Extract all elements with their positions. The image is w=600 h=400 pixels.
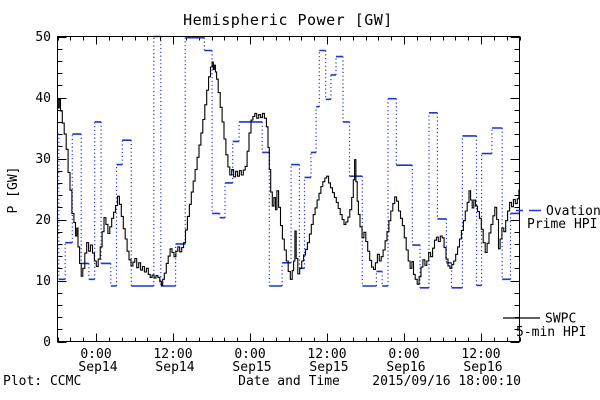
- x-tick-time: 0:00: [80, 347, 111, 362]
- x-axis-label: Date and Time: [238, 374, 340, 389]
- swpc-legend-label-2: 5-min HPI: [516, 325, 586, 340]
- y-axis-label: P [GW]: [6, 167, 21, 214]
- x-tick-time: 12:00: [307, 347, 346, 362]
- y-tick-label: 20: [35, 213, 51, 228]
- y-tick-label: 30: [35, 152, 51, 167]
- legend-swpc: SWPC 5-min HPI: [503, 312, 586, 340]
- swpc-legend-label-1: SWPC: [545, 312, 576, 327]
- ovation-legend-label-2: Prime HPI: [527, 217, 597, 232]
- plot-timestamp: 2015/09/16 18:00:10: [372, 374, 521, 389]
- x-tick-date: Sep16: [386, 360, 425, 375]
- x-tick-date: Sep14: [155, 360, 194, 375]
- x-tick-date: Sep16: [463, 360, 502, 375]
- x-tick-time: 12:00: [153, 347, 192, 362]
- y-tick-label: 10: [35, 274, 51, 289]
- x-tick-date: Sep15: [309, 360, 348, 375]
- plot-credit: Plot: CCMC: [3, 374, 81, 389]
- ovation-series-risers: [58, 36, 512, 288]
- x-tick-time: 12:00: [461, 347, 500, 362]
- x-tick-time: 0:00: [388, 347, 419, 362]
- plot-frame: [57, 36, 520, 342]
- y-tick-label: 40: [35, 91, 51, 106]
- x-tick-date: Sep15: [232, 360, 271, 375]
- chart-title: Hemispheric Power [GW]: [183, 11, 393, 29]
- x-tick-time: 0:00: [234, 347, 265, 362]
- y-tick-labels: 0 10 20 30 40 50: [35, 30, 51, 350]
- x-tick-labels: 0:00Sep1412:00Sep140:00Sep1512:00Sep150:…: [78, 347, 502, 375]
- y-tick-label: 50: [35, 30, 51, 45]
- legend-ovation: Ovation Prime HPI: [516, 204, 600, 232]
- ovation-legend-label-1: Ovation: [546, 204, 600, 219]
- x-tick-date: Sep14: [78, 360, 117, 375]
- y-tick-label: 0: [43, 335, 51, 350]
- data-series: [57, 35, 520, 289]
- swpc-series: [57, 61, 520, 286]
